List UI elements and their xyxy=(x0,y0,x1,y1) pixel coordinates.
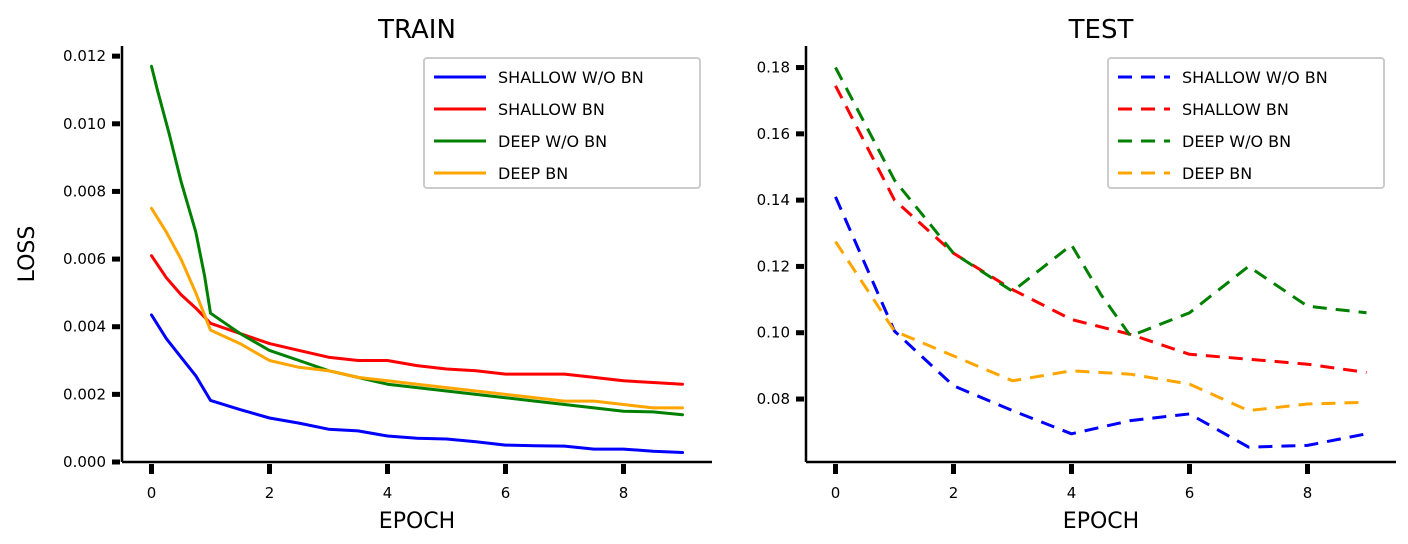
series-line-deep-w-o-bn xyxy=(834,66,1367,338)
legend: SHALLOW W/O BN SHALLOW BN DEEP W/O BN DEEP … xyxy=(1107,57,1385,189)
y-tick-label: 0.08 xyxy=(757,390,790,408)
x-tick-label: 4 xyxy=(383,484,393,502)
series-line-shallow-bn xyxy=(150,254,684,386)
x-tick-label: 0 xyxy=(831,484,841,502)
series-line-deep-bn xyxy=(150,206,684,410)
legend-label: SHALLOW BN xyxy=(498,100,605,119)
train-chart: 0.000 0.002 0.004 0.006 0.008 0.010 0.012 0 2 4 6 8… xyxy=(15,15,712,534)
x-axis-label: EPOCH xyxy=(379,509,455,534)
y-tick-label: 0.18 xyxy=(757,59,790,77)
y-tick-label: 0.16 xyxy=(757,125,790,143)
y-tick-label: 0.10 xyxy=(757,324,790,342)
x-tick-label: 6 xyxy=(501,484,511,502)
x-tick-label: 4 xyxy=(1067,484,1077,502)
legend-box xyxy=(423,57,701,189)
x-tick-label: 8 xyxy=(619,484,629,502)
y-tick-label: 0.12 xyxy=(757,257,790,275)
legend-label: SHALLOW W/O BN xyxy=(1182,68,1328,87)
y-tick-label: 0.14 xyxy=(757,191,790,209)
series-line-deep-bn xyxy=(834,240,1367,413)
series-line-shallow-w-o-bn xyxy=(150,313,684,454)
x-tick-label: 8 xyxy=(1303,484,1313,502)
y-tick-label: 0.006 xyxy=(63,250,106,268)
x-axis-label: EPOCH xyxy=(1063,509,1139,534)
chart-title: TEST xyxy=(1068,15,1134,45)
x-tick-label: 2 xyxy=(265,484,275,502)
y-tick-label: 0.008 xyxy=(63,182,106,200)
chart-title: TRAIN xyxy=(377,15,456,45)
legend-box xyxy=(1107,57,1385,189)
legend-label: DEEP W/O BN xyxy=(498,132,607,151)
y-tick-label: 0.004 xyxy=(63,318,106,336)
x-tick-label: 2 xyxy=(949,484,959,502)
y-axis-label: LOSS xyxy=(15,226,40,283)
y-tick-label: 0.002 xyxy=(63,385,106,403)
y-tick-label: 0.012 xyxy=(63,47,106,65)
series-line-shallow-bn xyxy=(834,85,1367,374)
legend-label: DEEP W/O BN xyxy=(1182,132,1291,151)
y-tick-label: 0.000 xyxy=(63,453,106,471)
x-tick-label: 6 xyxy=(1185,484,1195,502)
legend: SHALLOW W/O BN SHALLOW BN DEEP W/O BN DEEP … xyxy=(423,57,701,189)
legend-label: SHALLOW BN xyxy=(1182,100,1289,119)
legend-label: SHALLOW W/O BN xyxy=(498,68,644,87)
legend-label: DEEP BN xyxy=(498,164,568,183)
test-chart: 0.08 0.10 0.12 0.14 0.16 0.18 0 2 4 6 8 TEST EPOCH SH… xyxy=(757,15,1396,534)
x-tick-label: 0 xyxy=(147,484,157,502)
y-tick-label: 0.010 xyxy=(63,115,106,133)
series-line-shallow-w-o-bn xyxy=(834,196,1367,449)
legend-label: DEEP BN xyxy=(1182,164,1252,183)
